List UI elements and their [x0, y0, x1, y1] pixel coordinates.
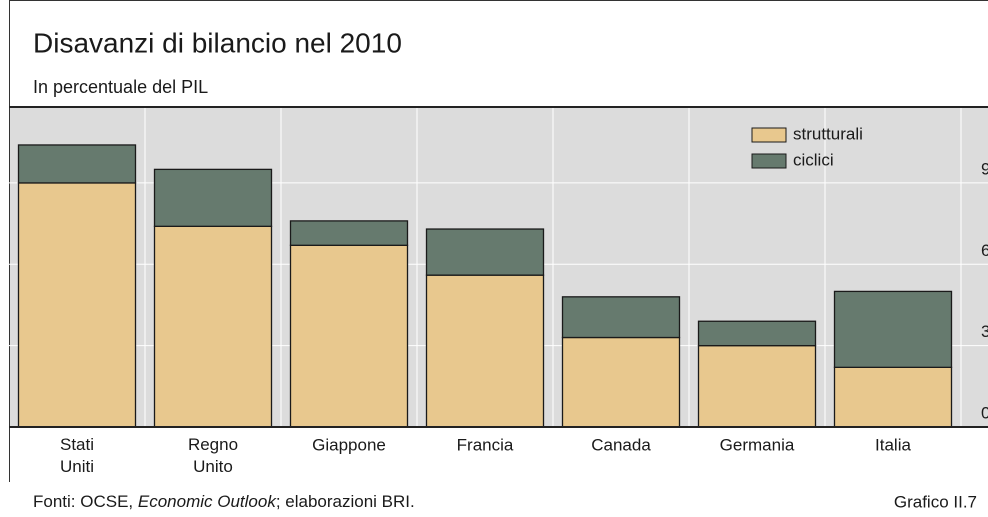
x-tick-label: Regno Unito	[188, 435, 238, 476]
y-tick-label: 9	[981, 159, 988, 178]
y-tick-label: 3	[981, 322, 988, 341]
source-suffix: ; elaborazioni BRI.	[276, 492, 415, 511]
bar-segment	[425, 228, 545, 276]
bar-segment	[425, 274, 545, 428]
bar-segment	[833, 366, 953, 428]
x-tick-label: Canada	[591, 435, 651, 454]
x-tick-label: Stati Uniti	[60, 435, 94, 476]
x-tick-label-line: Uniti	[60, 457, 94, 476]
source-prefix: Fonti: OCSE,	[33, 492, 138, 511]
source-note: Fonti: OCSE, Economic Outlook; elaborazi…	[33, 492, 415, 511]
bar-segment	[561, 336, 681, 428]
bar-segment	[697, 344, 817, 428]
bar-segment	[561, 296, 681, 339]
x-tick-label-line: Stati	[60, 435, 94, 454]
legend-swatch	[751, 127, 787, 143]
legend-label: ciclici	[793, 150, 834, 169]
legend-label: strutturali	[793, 124, 863, 143]
bar-segment	[17, 144, 137, 184]
bar-segment	[289, 220, 409, 246]
plot: 0 3 6 9 Stati Uniti Regno Unito Giappone Francia C…	[9, 106, 988, 476]
bar-segment	[17, 182, 137, 428]
bar-segment	[153, 168, 273, 227]
chart-title: Disavanzi di bilancio nel 2010	[33, 27, 402, 58]
x-tick-label: Italia	[875, 435, 911, 454]
x-tick-label-line: Regno	[188, 435, 238, 454]
x-tick-label: Giappone	[312, 435, 386, 454]
y-tick-label: 6	[981, 241, 988, 260]
x-tick-label: Francia	[457, 435, 514, 454]
bar-segment	[153, 225, 273, 428]
y-tick-label: 0	[981, 403, 988, 422]
chart-subtitle: In percentuale del PIL	[33, 77, 208, 97]
chart-number: Grafico II.7	[894, 492, 977, 511]
bar-segment	[833, 290, 953, 368]
bar-segment	[289, 244, 409, 428]
legend-swatch	[751, 153, 787, 169]
source-italic: Economic Outlook	[138, 492, 277, 511]
x-tick-label: Germania	[720, 435, 795, 454]
x-tick-label-line: Unito	[193, 457, 233, 476]
bar-segment	[697, 320, 817, 347]
